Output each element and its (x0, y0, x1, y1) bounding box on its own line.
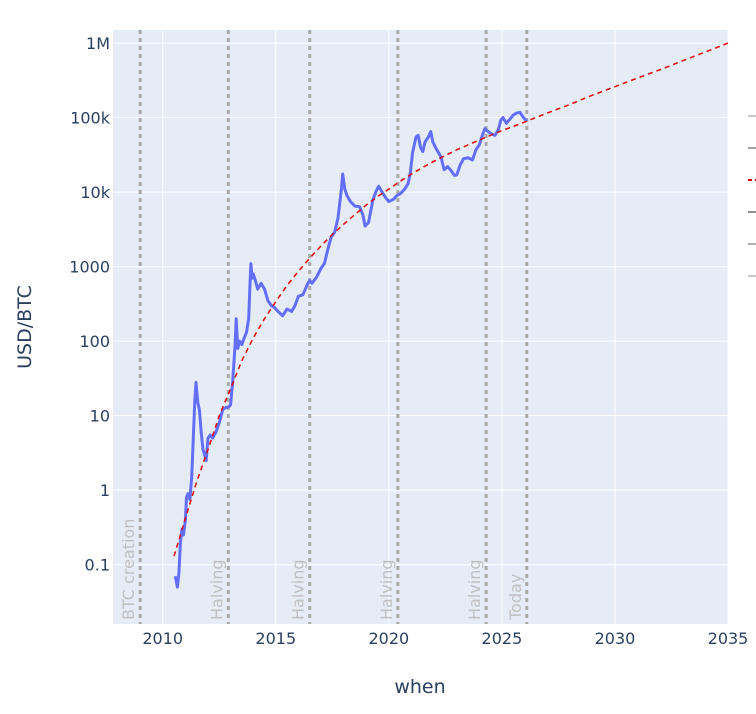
event-label: Halving (207, 560, 226, 621)
plot-background (113, 30, 728, 624)
y-tick-label: 10k (80, 183, 110, 202)
x-tick-label: 2010 (142, 629, 183, 648)
x-tick-label: 2025 (482, 629, 523, 648)
grid-lines (113, 30, 729, 624)
event-markers: BTC creation Halving Halving Halving Halving… (119, 30, 529, 624)
x-axis-title: when (394, 676, 445, 698)
event-label: Today (506, 574, 525, 621)
y-tick-label: 1000 (69, 258, 110, 277)
event-label: Halving (289, 560, 308, 621)
y-axis-title: USD/BTC (14, 285, 36, 369)
y-tick-label: 10 (90, 407, 110, 426)
x-axis-ticks: 2010 2015 2020 2025 2030 2035 (142, 629, 748, 648)
event-label: Halving (465, 560, 484, 621)
legend-fragment (748, 115, 756, 277)
price-line (173, 110, 528, 589)
y-tick-label: 1M (86, 34, 110, 53)
y-tick-label: 100 (79, 332, 110, 351)
x-tick-label: 2035 (708, 629, 749, 648)
x-tick-label: 2015 (255, 629, 296, 648)
event-label: Halving (377, 560, 396, 621)
y-tick-label: 100k (70, 109, 111, 128)
x-tick-label: 2030 (595, 629, 636, 648)
event-label: BTC creation (119, 519, 138, 620)
data-series (173, 42, 729, 589)
y-axis-ticks: 0.1 1 10 100 1000 10k 100k 1M (69, 34, 110, 575)
y-tick-label: 1 (100, 481, 110, 500)
y-tick-label: 0.1 (85, 556, 110, 575)
x-tick-label: 2020 (368, 629, 409, 648)
